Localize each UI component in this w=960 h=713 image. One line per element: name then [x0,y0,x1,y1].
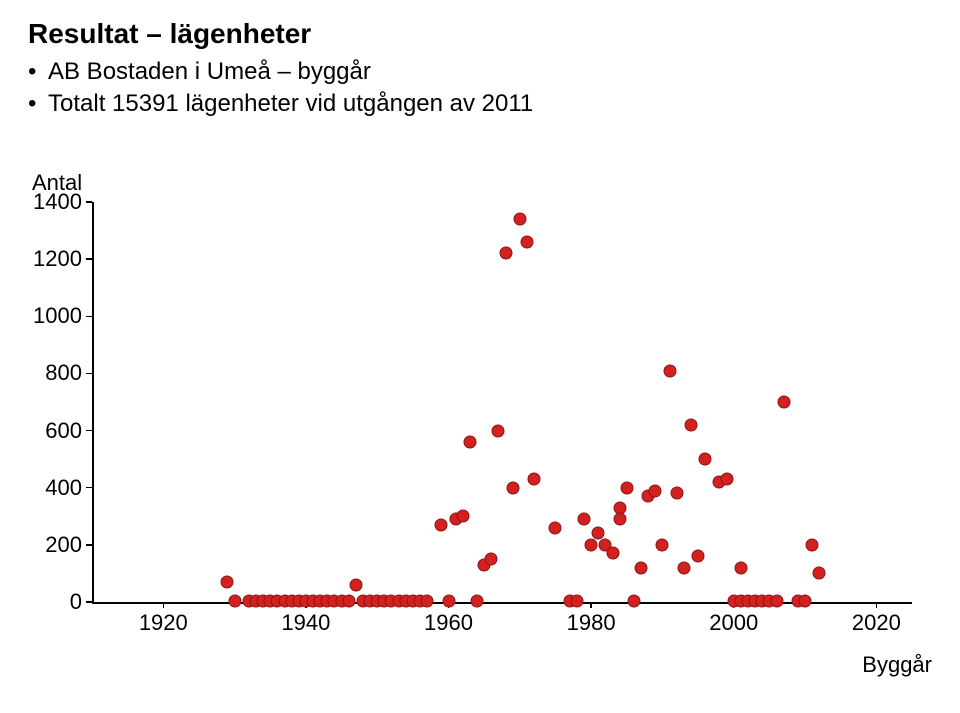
data-point [649,484,662,497]
x-tick-label: 2000 [709,610,758,636]
data-point [506,481,519,494]
data-point [684,418,697,431]
data-point [635,561,648,574]
data-point [806,538,819,551]
x-tick-label: 2020 [852,610,901,636]
data-point [663,364,676,377]
data-point [485,553,498,566]
y-tick-label: 400 [45,475,82,501]
data-point [463,436,476,449]
x-tick [590,602,592,608]
data-point [513,213,526,226]
data-point [499,247,512,260]
data-point [471,594,484,607]
data-point [799,594,812,607]
data-point [606,547,619,560]
bullet-item: Totalt 15391 lägenheter vid utgången av … [28,88,932,120]
plot-area [92,202,912,602]
data-point [720,473,733,486]
data-point [492,424,505,437]
y-tick [86,430,92,432]
data-point [734,561,747,574]
data-point [627,594,640,607]
x-tick-label: 1980 [567,610,616,636]
y-tick-label: 800 [45,360,82,386]
data-point [620,481,633,494]
x-tick [163,602,165,608]
data-point [342,594,355,607]
data-point [585,538,598,551]
y-tick-label: 0 [70,589,82,615]
x-tick-label: 1940 [281,610,330,636]
data-point [677,561,690,574]
y-tick [86,487,92,489]
data-point [813,567,826,580]
x-axis-line [92,602,912,604]
data-point [613,513,626,526]
data-point [692,550,705,563]
x-tick [876,602,878,608]
x-tick-label: 1960 [424,610,473,636]
data-point [456,510,469,523]
y-tick-label: 200 [45,532,82,558]
y-tick [86,373,92,375]
data-point [528,473,541,486]
y-axis-line [92,202,94,602]
page-title: Resultat – lägenheter [28,18,932,50]
data-point [770,594,783,607]
y-tick-label: 1200 [33,246,82,272]
y-tick-label: 1000 [33,303,82,329]
bullet-list: AB Bostaden i Umeå – byggår Totalt 15391… [28,56,932,121]
data-point [549,521,562,534]
data-point [435,518,448,531]
slide: Resultat – lägenheter AB Bostaden i Umeå… [0,0,960,713]
scatter-chart: Antal Byggår 020040060080010001200140019… [12,170,942,690]
y-tick-label: 600 [45,418,82,444]
data-point [349,578,362,591]
data-point [699,453,712,466]
data-point [777,396,790,409]
data-point [442,594,455,607]
data-point [578,513,591,526]
y-tick [86,316,92,318]
y-tick [86,201,92,203]
data-point [221,576,234,589]
data-point [570,594,583,607]
y-tick-label: 1400 [33,189,82,215]
data-point [670,487,683,500]
y-tick [86,258,92,260]
y-tick [86,544,92,546]
y-tick [86,601,92,603]
data-point [421,594,434,607]
bullet-item: AB Bostaden i Umeå – byggår [28,56,932,88]
data-point [656,538,669,551]
data-point [520,236,533,249]
data-point [228,594,241,607]
x-tick-label: 1920 [139,610,188,636]
x-axis-title: Byggår [862,652,932,678]
